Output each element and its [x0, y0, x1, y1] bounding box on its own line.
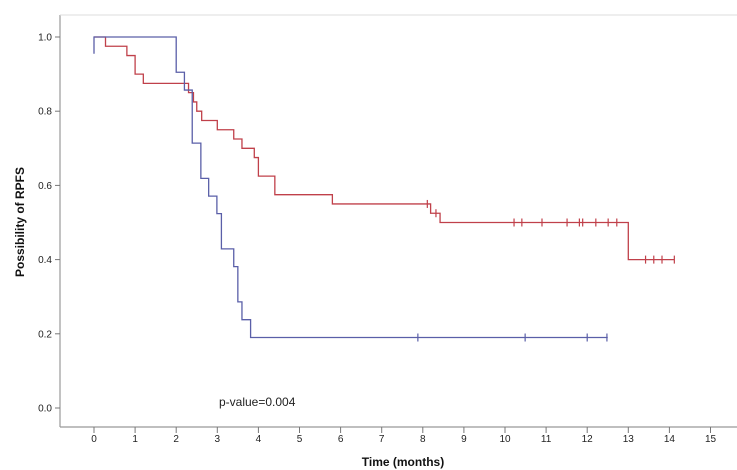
y-tick-label: 0.6 — [38, 181, 52, 192]
survival-curve-2 — [93, 36, 608, 339]
x-tick-label: 15 — [705, 434, 717, 445]
x-tick-label: 10 — [499, 434, 511, 445]
x-axis: 0 1 2 3 4 5 6 7 8 9 10 11 12 13 14 15 — [91, 427, 716, 445]
x-tick-label: 5 — [297, 434, 303, 445]
plot-frame — [59, 14, 737, 428]
survival-curve-1 — [94, 36, 675, 261]
p-value-annotation: p-value=0.004 — [219, 395, 296, 409]
x-tick-label: 4 — [256, 434, 262, 445]
x-tick-label: 3 — [215, 434, 221, 445]
x-tick-label: 13 — [623, 434, 635, 445]
x-tick-label: 7 — [379, 434, 385, 445]
x-tick-label: 1 — [132, 434, 138, 445]
x-tick-label: 12 — [582, 434, 594, 445]
survival-curves — [93, 36, 675, 342]
x-tick-label: 9 — [461, 434, 467, 445]
y-tick-label: 0.0 — [38, 404, 52, 415]
y-tick-label: 0.8 — [38, 107, 52, 118]
x-tick-label: 8 — [420, 434, 426, 445]
x-tick-label: 11 — [541, 434, 552, 445]
y-axis: 0.0 0.2 0.4 0.6 0.8 1.0 — [38, 33, 60, 415]
x-axis-title: Time (months) — [362, 455, 444, 469]
y-axis-title: Possibility of RPFS — [13, 167, 27, 277]
y-tick-label: 0.4 — [38, 255, 52, 266]
x-tick-label: 14 — [664, 434, 676, 445]
y-tick-label: 0.2 — [38, 329, 52, 340]
x-tick-label: 6 — [338, 434, 344, 445]
y-tick-label: 1.0 — [38, 33, 52, 44]
x-tick-label: 0 — [91, 434, 97, 445]
x-tick-label: 2 — [173, 434, 179, 445]
